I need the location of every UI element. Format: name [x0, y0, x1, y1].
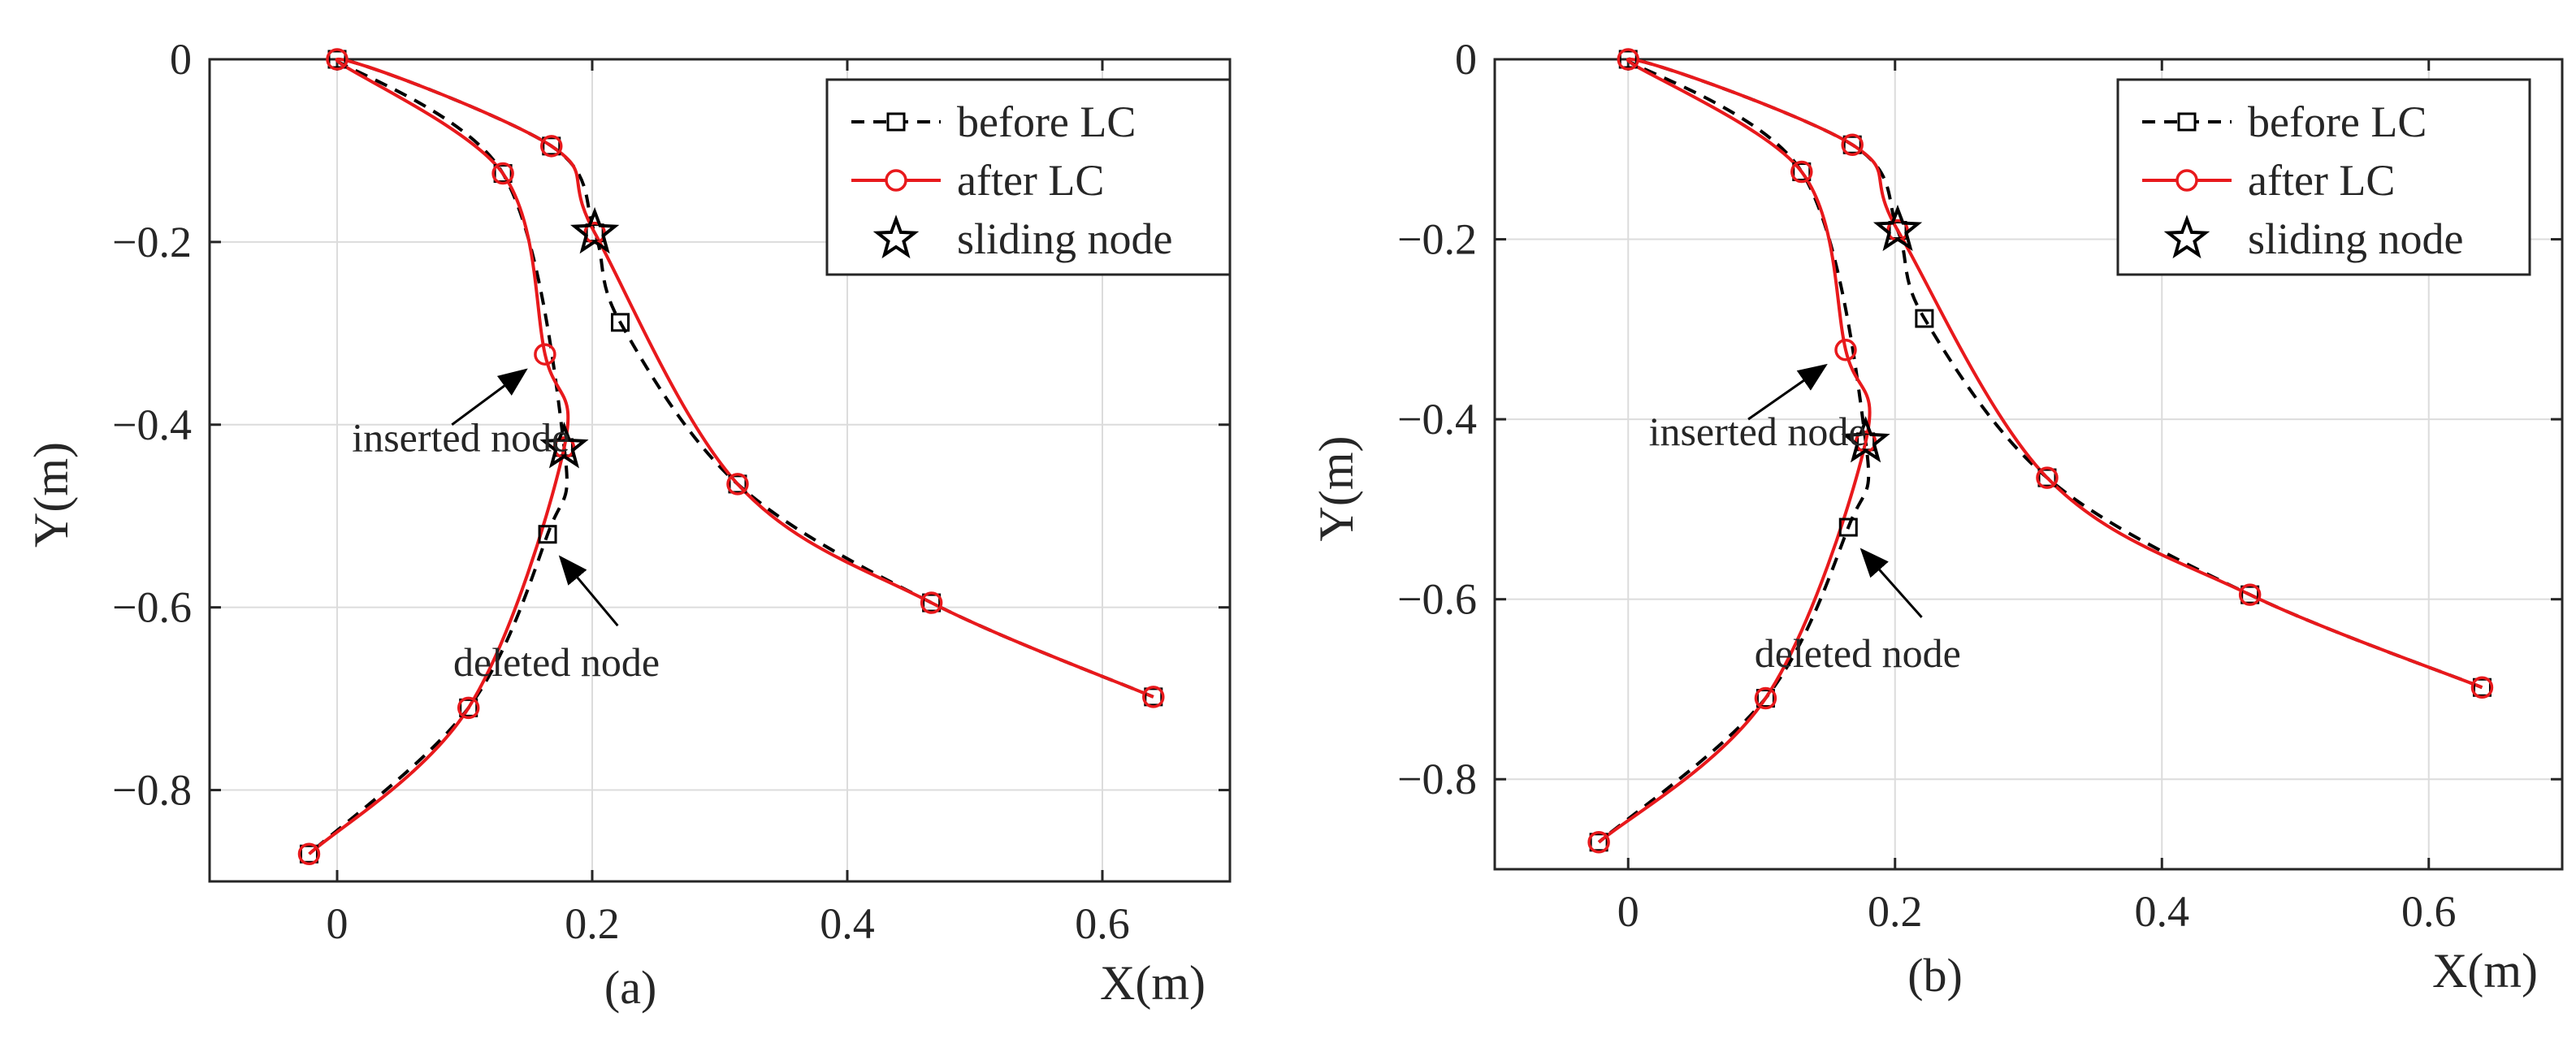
series-before-lc-line: [308, 57, 1154, 855]
x-tick-label: 0.2: [1868, 887, 1923, 936]
annotation-arrow: [1747, 363, 1828, 421]
y-tick-label: −0.6: [1397, 575, 1477, 624]
after-lc-marker: [326, 48, 349, 71]
before-lc-marker: [459, 698, 478, 717]
after-lc-marker: [534, 343, 556, 366]
series-after-lc-line: [1597, 57, 2483, 844]
y-axis-label: Y(m): [24, 442, 78, 548]
legend-symbol-sliding-node: [872, 214, 920, 259]
series-after-lc-line: [308, 57, 1154, 855]
legend-entry-label: after LC: [957, 156, 1104, 205]
before-lc-marker: [327, 50, 347, 69]
x-axis-label: X(m): [2432, 944, 2538, 998]
y-axis-label: Y(m): [1310, 436, 1363, 542]
panel-b: 0 0.2 0.4 0.6 0 −0.2 −0.4 −0.6 −0.8 X(m) Y(m) (b) in…: [1310, 35, 2564, 1002]
after-lc-marker: [540, 135, 563, 158]
after-lc-marker: [1142, 686, 1165, 708]
legend-entry-label: before LC: [957, 97, 1136, 146]
after-lc-marker: [726, 473, 749, 496]
y-tick-label: −0.8: [1397, 755, 1477, 803]
legend-symbol-sliding-node: [2163, 214, 2210, 259]
after-lc-marker: [1834, 339, 1857, 361]
axes-frame: [1493, 58, 2564, 871]
after-lc-marker: [1754, 686, 1777, 710]
annotation-label: deleted node: [1755, 630, 1961, 676]
legend-entry-label: sliding node: [2248, 214, 2464, 263]
y-tick-label: −0.2: [112, 218, 192, 266]
y-tick-label: −0.8: [112, 766, 192, 815]
before-lc-marker: [1792, 162, 1812, 181]
before-lc-marker: [1589, 833, 1608, 852]
annotation-label: inserted node: [1649, 409, 1867, 454]
sliding-node-marker: [1841, 416, 1890, 463]
x-tick-label: 0: [1617, 887, 1639, 936]
y-tick-label: 0: [1455, 35, 1477, 84]
x-axis-label: X(m): [1100, 956, 1206, 1010]
x-tick-label: 0.6: [1075, 899, 1130, 948]
legend-entry-label: after LC: [2248, 156, 2395, 205]
after-lc-marker: [2036, 466, 2059, 489]
after-lc-marker: [1617, 48, 1639, 71]
sliding-node-marker: [570, 206, 620, 254]
before-lc-marker: [299, 844, 318, 864]
x-tick-label: 0.2: [565, 899, 620, 948]
y-tick-label: −0.6: [112, 583, 192, 632]
annotation-label: inserted node: [352, 414, 569, 460]
panel-label: (b): [1907, 949, 1963, 1002]
before-lc-marker: [2240, 585, 2260, 604]
y-tick-label: −0.4: [1397, 395, 1477, 444]
legend-symbol-before-lc-marker: [886, 112, 906, 132]
after-lc-marker: [457, 696, 480, 720]
sliding-node-marker: [1872, 204, 1923, 252]
legend-entry-label: sliding node: [957, 214, 1173, 263]
after-lc-marker: [1587, 831, 1610, 854]
x-tick-label: 0: [327, 899, 349, 948]
x-tick-label: 0.4: [820, 899, 875, 948]
after-lc-marker: [1841, 133, 1864, 156]
legend-symbol-before-lc-marker: [2177, 112, 2197, 132]
annotation-arrow: [451, 368, 528, 426]
before-lc-marker: [728, 474, 747, 494]
y-tick-label: 0: [170, 35, 192, 84]
legend-entry-label: before LC: [2248, 97, 2427, 146]
before-lc-marker: [538, 525, 557, 544]
before-lc-marker: [1842, 135, 1862, 154]
legend-symbol-after-lc-marker: [885, 169, 907, 192]
legend-symbol-after-lc-marker: [2176, 169, 2198, 192]
before-lc-marker: [1838, 517, 1858, 537]
before-lc-marker: [922, 593, 942, 613]
annotation-label: deleted node: [453, 639, 660, 685]
before-lc-marker: [1144, 687, 1163, 707]
before-lc-marker: [611, 313, 630, 332]
sliding-node-marker: [539, 422, 589, 469]
after-lc-marker: [1790, 160, 1813, 184]
x-tick-label: 0.4: [2135, 887, 2190, 936]
annotation-arrow: [558, 555, 619, 627]
before-lc-marker: [1756, 689, 1775, 708]
before-lc-marker: [2472, 678, 2492, 697]
after-lc-marker: [297, 842, 321, 866]
panel-a: 0 0.2 0.4 0.6 0 −0.2 −0.4 −0.6 −0.8 X(m) Y(m) (a) in…: [24, 35, 1232, 1014]
before-lc-marker: [1915, 309, 1934, 328]
y-tick-label: −0.2: [1397, 215, 1477, 264]
before-lc-marker: [1618, 50, 1638, 69]
x-tick-label: 0.6: [2401, 887, 2457, 936]
after-lc-marker: [491, 162, 514, 185]
axes-frame: [208, 58, 1232, 883]
y-tick-label: −0.4: [112, 400, 192, 449]
before-lc-marker: [2037, 468, 2057, 487]
before-lc-marker: [493, 164, 513, 184]
before-lc-marker: [542, 136, 561, 156]
after-lc-marker: [2470, 676, 2494, 699]
after-lc-marker: [920, 591, 943, 614]
after-lc-marker: [2238, 583, 2262, 606]
annotation-arrow: [1859, 548, 1923, 618]
panel-label: (a): [604, 961, 656, 1014]
